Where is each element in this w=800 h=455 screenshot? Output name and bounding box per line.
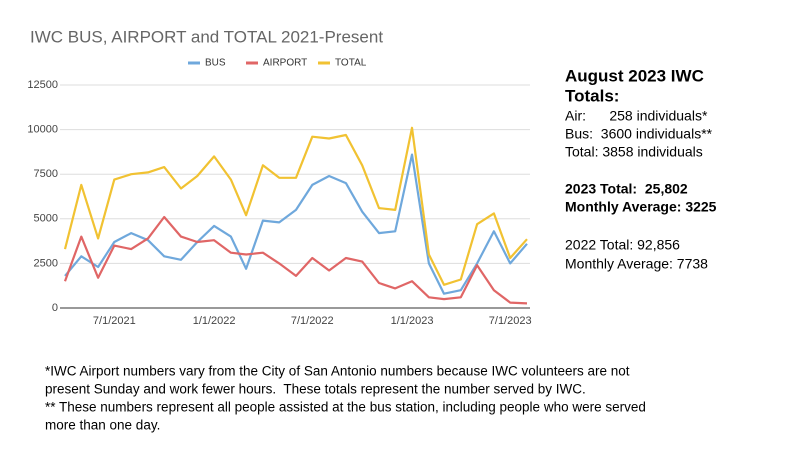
series-line	[63, 215, 528, 305]
footnote: ** These numbers represent all people as…	[45, 400, 646, 415]
x-tick-label: 7/1/2021	[93, 315, 136, 327]
summary-line: Total: 3858 individuals	[565, 144, 703, 160]
legend-label: AIRPORT	[263, 58, 307, 69]
legend-label: TOTAL	[335, 58, 367, 69]
summary-line: Air: 258 individuals*	[565, 108, 708, 124]
footnote: present Sunday and work fewer hours. The…	[45, 382, 586, 397]
summary-line: Bus: 3600 individuals**	[565, 126, 713, 142]
x-tick-label: 7/1/2022	[291, 315, 334, 327]
y-tick-label: 12500	[27, 79, 58, 91]
y-tick-label: 2500	[34, 257, 58, 269]
x-tick-label: 1/1/2023	[391, 315, 434, 327]
y-tick-label: 0	[52, 302, 58, 314]
chart-title: IWC BUS, AIRPORT and TOTAL 2021-Present	[30, 27, 383, 46]
series-line	[63, 126, 528, 286]
footnote: *IWC Airport numbers vary from the City …	[45, 364, 630, 379]
summary-prior-line: 2022 Total: 92,856	[565, 237, 680, 253]
y-tick-label: 10000	[27, 124, 58, 136]
x-tick-label: 1/1/2022	[193, 315, 236, 327]
summary-bold-line: Monthly Average: 3225	[565, 199, 717, 215]
y-tick-label: 7500	[34, 168, 58, 180]
x-tick-label: 7/1/2023	[489, 315, 532, 327]
summary-heading: August 2023 IWC	[565, 66, 704, 85]
y-tick-label: 5000	[34, 213, 58, 225]
legend-label: BUS	[205, 58, 226, 69]
series-line	[64, 153, 528, 295]
summary-prior-line: Monthly Average: 7738	[565, 256, 708, 272]
footnote: more than one day.	[45, 418, 160, 433]
summary-heading: Totals:	[565, 86, 619, 105]
summary-bold-line: 2023 Total: 25,802	[565, 181, 688, 197]
